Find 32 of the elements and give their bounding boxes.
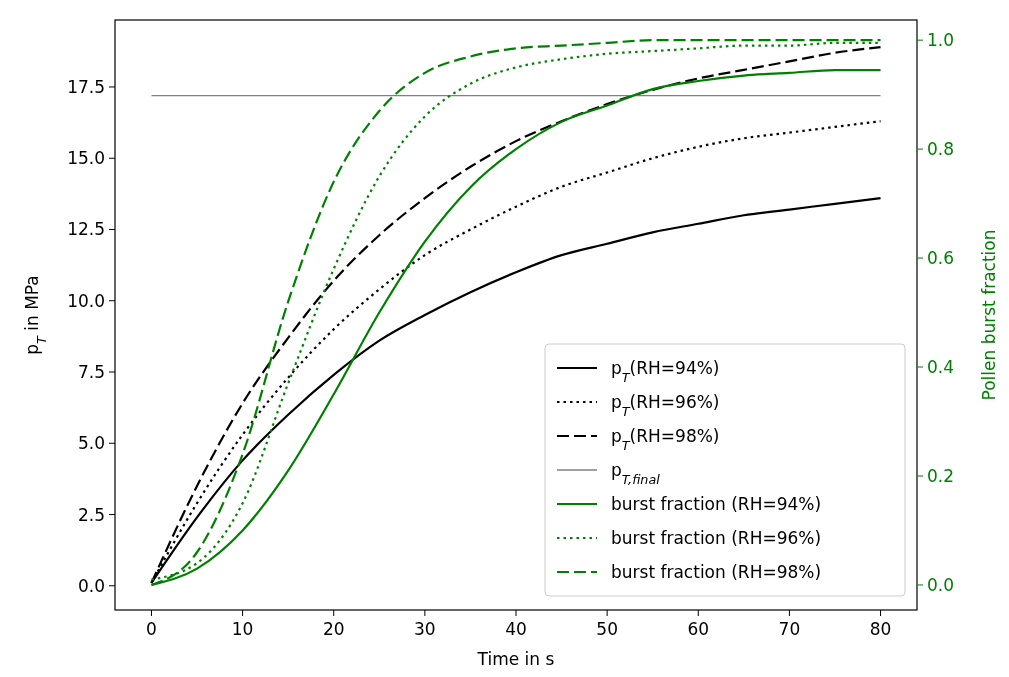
y-tick-label: 7.5 — [77, 362, 105, 382]
y-tick-label: 15.0 — [67, 148, 105, 169]
x-tick-label: 70 — [778, 619, 801, 639]
y2-tick-label: 1.0 — [927, 30, 955, 51]
y2-tick-label: 0.2 — [927, 465, 955, 486]
x-tick-label: 0 — [146, 619, 157, 639]
legend-label: p$_{T}$(RH=94%) — [611, 358, 720, 385]
x-tick-label: 10 — [231, 619, 254, 639]
x-tick-label: 40 — [505, 619, 527, 639]
y-tick-label: 0.0 — [77, 575, 105, 596]
y2-axis-title: Pollen burst fraction — [979, 229, 999, 401]
y-tick-label: 2.5 — [77, 504, 105, 525]
legend-label: p$_{T}$(RH=96%) — [611, 392, 720, 419]
x-tick-label: 60 — [687, 619, 710, 639]
legend-label: burst fraction (RH=98%) — [611, 562, 822, 582]
y-tick-label: 17.5 — [67, 76, 105, 97]
x-tick-label: 30 — [414, 619, 436, 639]
y2-tick-label: 0.0 — [927, 574, 955, 595]
x-tick-label: 50 — [596, 619, 618, 639]
x-tick-label: 80 — [869, 619, 892, 639]
y2-tick-label: 0.4 — [927, 357, 955, 378]
y-tick-label: 12.5 — [67, 219, 105, 240]
x-axis-title: Time in s — [476, 649, 555, 669]
legend-label: burst fraction (RH=94%) — [611, 494, 822, 514]
y2-tick-label: 0.8 — [927, 139, 955, 160]
legend-label: burst fraction (RH=96%) — [611, 528, 822, 548]
y-tick-label: 10.0 — [67, 290, 105, 311]
y2-tick-label: 0.6 — [927, 248, 955, 269]
legend-label: p$_{T,final}$ — [611, 460, 661, 487]
legend-label: p$_{T}$(RH=98%) — [611, 426, 720, 453]
x-tick-label: 20 — [322, 619, 345, 639]
y-tick-label: 5.0 — [77, 433, 105, 454]
